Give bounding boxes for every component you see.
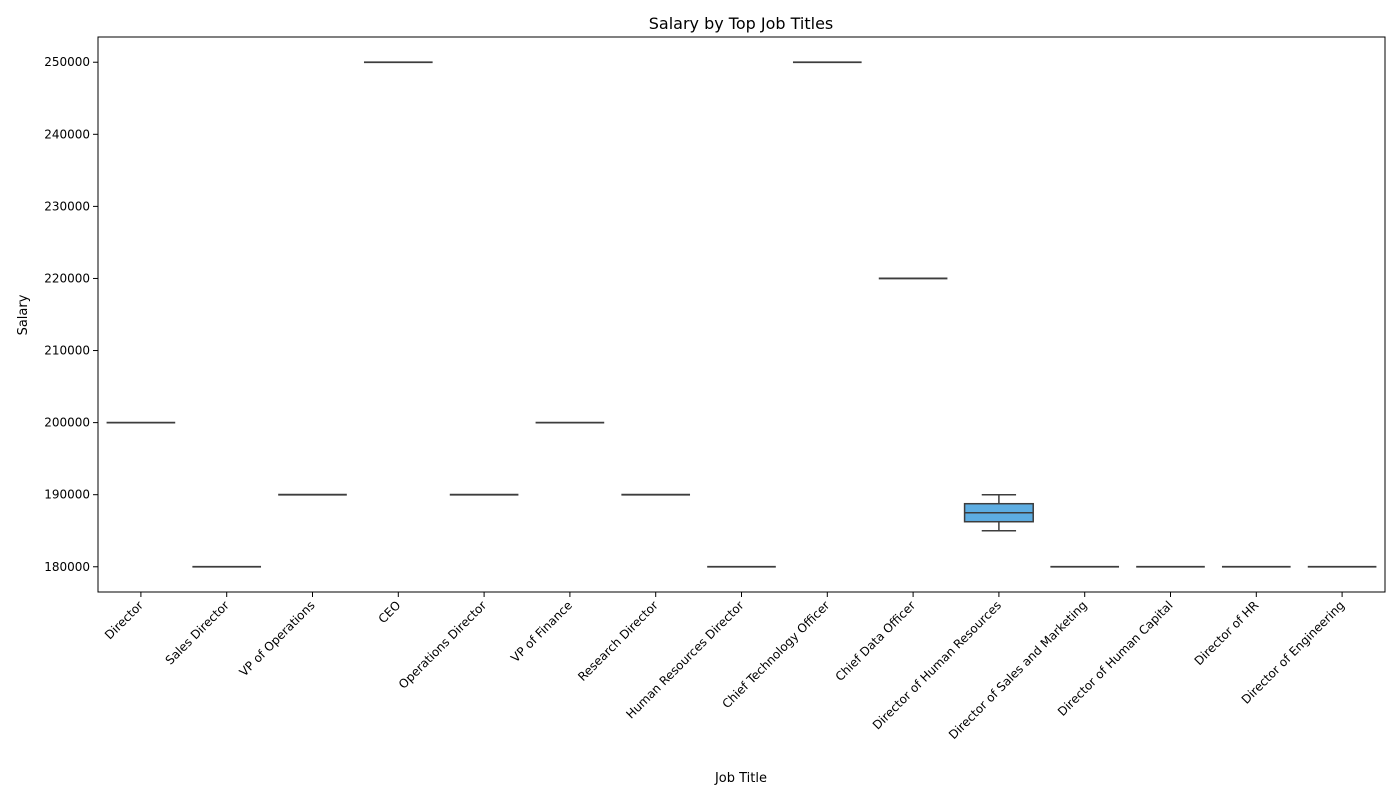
x-tick-label: VP of Finance: [508, 598, 575, 665]
x-tick-label: Director of Sales and Marketing: [946, 598, 1090, 742]
x-tick-label: Director: [102, 598, 146, 642]
x-axis-label: Job Title: [714, 771, 767, 786]
chart-title: Salary by Top Job Titles: [649, 14, 834, 33]
plot-frame: [97, 36, 1386, 593]
y-tick-label: 200000: [44, 416, 90, 430]
x-axis-ticks: Director Sales Director VP of Operations CE…: [102, 592, 1347, 742]
y-tick-label: 250000: [44, 55, 90, 69]
y-tick-label: 210000: [44, 344, 90, 358]
box-10: [963, 493, 1034, 532]
y-tick-label: 220000: [44, 271, 90, 285]
x-tick-label: VP of Operations: [237, 598, 318, 679]
y-tick-label: 190000: [44, 488, 90, 502]
y-axis-label: Salary: [16, 294, 31, 335]
x-tick-label: Research Director: [575, 598, 661, 684]
y-axis-ticks: 180000 190000 200000 210000 220000 230000 2400…: [44, 55, 98, 574]
x-tick-label: Sales Director: [163, 598, 232, 667]
y-tick-label: 240000: [44, 127, 90, 141]
x-tick-label: CEO: [376, 598, 404, 626]
y-tick-label: 180000: [44, 560, 90, 574]
x-tick-label: Operations Director: [396, 598, 489, 691]
x-tick-label: Director of HR: [1192, 598, 1262, 668]
y-tick-label: 230000: [44, 199, 90, 213]
x-tick-label: Chief Data Officer: [833, 598, 919, 684]
box-plot-series: [106, 61, 1377, 568]
